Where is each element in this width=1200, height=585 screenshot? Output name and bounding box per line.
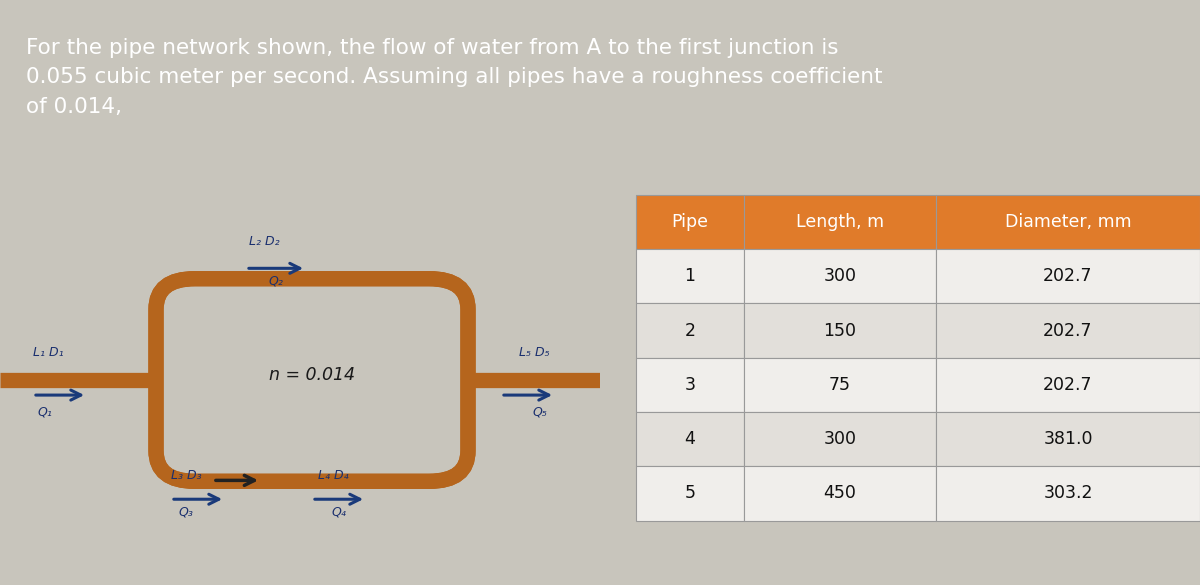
Text: L₃ D₃: L₃ D₃ xyxy=(170,469,202,482)
Bar xyxy=(744,466,936,521)
Text: 300: 300 xyxy=(823,430,857,448)
Text: Q₁: Q₁ xyxy=(37,406,53,419)
Text: 5: 5 xyxy=(684,484,696,503)
Bar xyxy=(636,412,744,466)
Bar xyxy=(744,195,936,249)
Bar xyxy=(744,357,936,412)
Text: 300: 300 xyxy=(823,267,857,285)
Text: Diameter, mm: Diameter, mm xyxy=(1004,213,1132,231)
Bar xyxy=(744,412,936,466)
Text: 450: 450 xyxy=(823,484,857,503)
Bar xyxy=(636,304,744,357)
Text: 202.7: 202.7 xyxy=(1043,322,1093,339)
Bar xyxy=(936,357,1200,412)
Text: n = 0.014: n = 0.014 xyxy=(269,366,355,384)
Text: 202.7: 202.7 xyxy=(1043,376,1093,394)
Text: 202.7: 202.7 xyxy=(1043,267,1093,285)
Text: 1: 1 xyxy=(684,267,696,285)
Text: 3: 3 xyxy=(684,376,696,394)
Bar xyxy=(636,195,744,249)
Text: Length, m: Length, m xyxy=(796,213,884,231)
Text: For the pipe network shown, the flow of water from A to the first junction is
0.: For the pipe network shown, the flow of … xyxy=(26,37,883,117)
Bar xyxy=(744,304,936,357)
Text: Q₄: Q₄ xyxy=(331,506,347,519)
Bar xyxy=(936,249,1200,304)
Text: 381.0: 381.0 xyxy=(1043,430,1093,448)
Text: 4: 4 xyxy=(684,430,696,448)
Text: L₄ D₄: L₄ D₄ xyxy=(318,469,348,482)
Text: 75: 75 xyxy=(829,376,851,394)
Bar xyxy=(936,304,1200,357)
Bar xyxy=(936,412,1200,466)
Text: L₂ D₂: L₂ D₂ xyxy=(248,235,280,248)
Text: 303.2: 303.2 xyxy=(1043,484,1093,503)
Bar xyxy=(636,357,744,412)
Text: L₁ D₁: L₁ D₁ xyxy=(32,346,64,359)
Text: 2: 2 xyxy=(684,322,696,339)
Text: Q₃: Q₃ xyxy=(179,506,193,519)
Text: Pipe: Pipe xyxy=(672,213,708,231)
Bar xyxy=(636,466,744,521)
Text: Q₂: Q₂ xyxy=(269,275,283,288)
Bar xyxy=(636,249,744,304)
Bar xyxy=(744,249,936,304)
Text: 150: 150 xyxy=(823,322,857,339)
Text: Q₅: Q₅ xyxy=(533,406,547,419)
Bar xyxy=(936,466,1200,521)
Bar xyxy=(936,195,1200,249)
Text: L₅ D₅: L₅ D₅ xyxy=(518,346,550,359)
